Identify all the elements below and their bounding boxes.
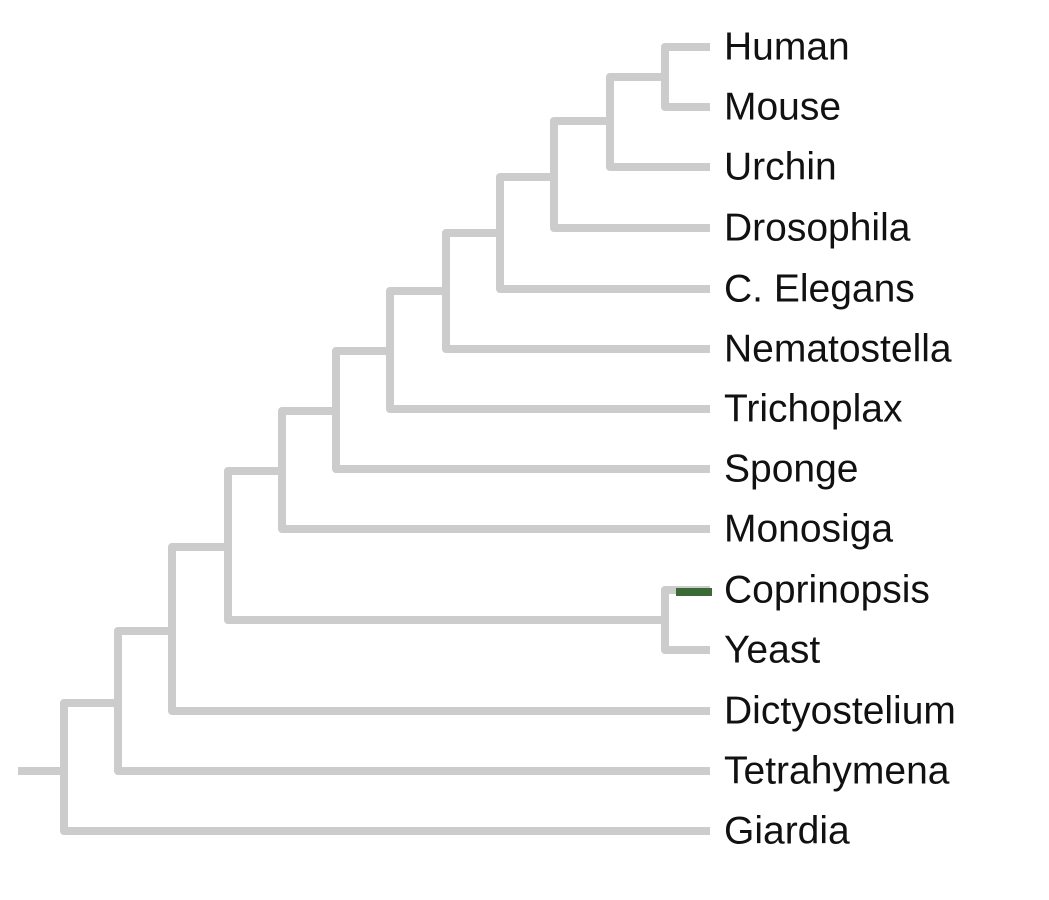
clade — [496, 173, 710, 293]
leaf-label: Trichoplax — [724, 387, 903, 430]
clade — [661, 43, 710, 111]
leaf-label: Urchin — [724, 145, 837, 188]
leaf-labels: Human Mouse Urchin Drosophila C. Elegans Nema… — [724, 25, 956, 852]
clade — [278, 407, 710, 533]
leaf-label: Dictyostelium — [724, 689, 956, 732]
leaf-label: C. Elegans — [724, 267, 915, 310]
leaf-label: Coprinopsis — [724, 568, 930, 611]
clade — [168, 543, 710, 715]
clade — [332, 347, 710, 473]
clade — [661, 586, 710, 654]
clade — [224, 467, 665, 624]
clade — [386, 287, 710, 413]
leaf-label: Nematostella — [724, 327, 952, 370]
clade — [442, 229, 710, 353]
clade — [550, 117, 710, 232]
leaf-label: Monosiga — [724, 507, 893, 550]
branches — [18, 43, 712, 835]
clade — [60, 699, 710, 835]
leaf-label: Drosophila — [724, 206, 911, 249]
clade — [114, 627, 710, 775]
leaf-label: Giardia — [724, 809, 850, 852]
leaf-label: Human — [724, 25, 850, 68]
leaf-label: Tetrahymena — [724, 749, 950, 792]
leaf-label: Yeast — [724, 628, 820, 671]
leaf-label: Mouse — [724, 85, 841, 128]
leaf-label: Sponge — [724, 447, 858, 490]
clade — [606, 73, 710, 171]
